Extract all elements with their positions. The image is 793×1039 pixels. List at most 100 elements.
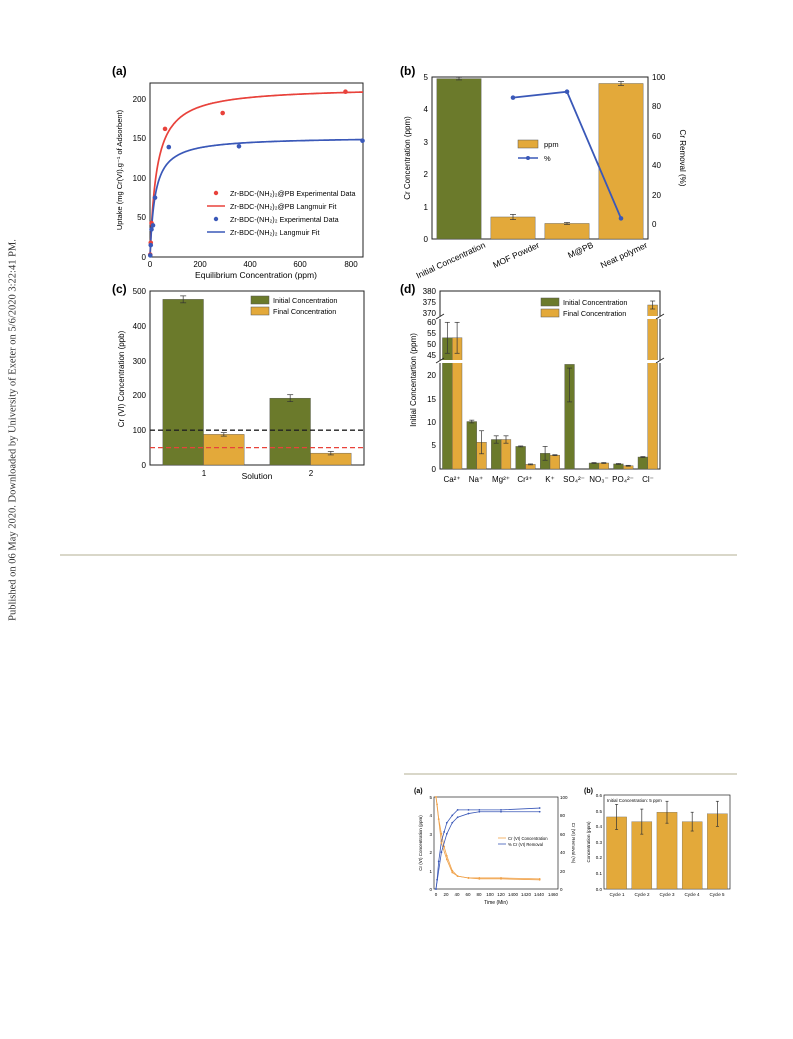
y-axis-label: Cr (VI) Concentration (ppb) — [117, 330, 126, 427]
y-tick-label: 370 — [423, 309, 437, 318]
y-tick-label: 50 — [137, 213, 146, 222]
data-point — [220, 110, 225, 116]
kinetics-point — [451, 814, 454, 817]
data-point — [162, 126, 168, 132]
kinetics-point — [451, 871, 454, 874]
bar — [564, 364, 575, 470]
kinetics-point — [445, 858, 448, 861]
y-tick-label: 0 — [424, 235, 429, 244]
kinetics-point — [440, 832, 443, 835]
legend: Initial Concentration Final Concentratio… — [250, 295, 338, 316]
chart-d-ions: (d) 0 5 10 15 20 45 50 55 60 370 375 380… — [400, 282, 665, 484]
y2-tick-label: 40 — [560, 850, 566, 855]
y-ticks: 0 5 10 15 20 45 50 55 60 370 375 380 — [423, 287, 437, 474]
data-point — [150, 223, 156, 228]
kinetics-point — [467, 812, 470, 815]
x-tick-label: 1460 — [548, 892, 559, 897]
legend-swatch-final — [540, 308, 560, 318]
category-label: Mg²⁺ — [492, 475, 510, 484]
x-tick-label: 2 — [309, 469, 314, 478]
y-tick-label: 5 — [424, 73, 429, 82]
kinetics-point — [435, 796, 437, 798]
legend-swatch-ppm — [517, 139, 539, 149]
legend-label-pb-fit: Zr-BDC-(NH₂)₂@PB Langmuir Fit — [230, 202, 336, 211]
y-ticks: 0 1 2 3 4 5 — [424, 73, 429, 244]
panel-label: (d) — [400, 282, 415, 296]
x-tick-label: 100 — [486, 892, 494, 897]
y-tick-label: 60 — [427, 318, 436, 327]
y-tick-label: 50 — [427, 340, 436, 349]
legend-label-ppm: ppm — [544, 140, 559, 149]
legend-marker-exp — [213, 216, 219, 222]
y-axis-label: Cr (VI) Concentration (ppm) — [418, 815, 423, 871]
axis-break-gap — [434, 360, 662, 363]
chart-small-a-marks — [435, 796, 541, 890]
y-tick-label: 5 — [429, 795, 432, 800]
y-tick-label: 0.6 — [596, 793, 603, 798]
chart-b-marks — [436, 76, 644, 240]
y-tick-label: 0.3 — [596, 840, 603, 845]
x-tick-label: 1400 — [508, 892, 519, 897]
x-tick-label: 200 — [193, 260, 207, 269]
bar — [490, 216, 536, 240]
kinetics-point — [456, 875, 459, 878]
axis-break-gap — [434, 316, 662, 319]
legend-label-initial: Initial Concentration — [563, 298, 628, 307]
y-axis-label: Concentration (ppm) — [586, 821, 591, 863]
axis-break-slash — [435, 313, 445, 320]
chart-c-solutions: (c) 0 100 200 300 400 500 1 2 Solution C… — [112, 282, 365, 481]
y-tick-label: 2 — [429, 850, 432, 855]
bar — [588, 462, 600, 470]
x-ticks: 0 20 40 60 80 100 120 1400 1420 1440 146… — [435, 892, 559, 897]
category-label: Cr³⁺ — [517, 475, 532, 484]
kinetics-point — [478, 810, 481, 813]
x-category-labels: Cycle 1 Cycle 2 Cycle 3 Cycle 4 Cycle 5 — [609, 892, 725, 897]
removal-point — [510, 95, 516, 100]
bar — [162, 299, 204, 466]
y2-tick-label: 40 — [652, 161, 661, 170]
y2-tick-label: 80 — [560, 813, 566, 818]
chart-c-marks — [150, 295, 364, 466]
y-tick-label: 3 — [429, 832, 432, 837]
y-ticks: 0 100 200 300 400 500 — [133, 287, 147, 470]
x-tick-label: 120 — [497, 892, 505, 897]
bar — [442, 337, 453, 470]
bar — [647, 304, 658, 470]
kinetics-point — [445, 821, 448, 824]
y-tick-label: 0 — [429, 887, 432, 892]
y-tick-label: 100 — [133, 426, 147, 435]
category-label: K⁺ — [545, 475, 555, 484]
axis-break-top — [434, 313, 665, 320]
y-tick-label: 1 — [429, 869, 432, 874]
category-label: Initial Concentration — [415, 240, 488, 281]
panel-label: (b) — [584, 788, 593, 795]
x-tick-label: 400 — [243, 260, 257, 269]
kinetics-point — [538, 877, 541, 880]
y-tick-label: 4 — [429, 813, 432, 818]
y2-tick-label: 60 — [560, 832, 566, 837]
chart-b-removal: (b) 0 1 2 3 4 5 0 20 40 60 80 100 Cr Con… — [400, 64, 687, 281]
bar — [598, 462, 609, 470]
kinetics-point — [445, 854, 448, 857]
data-point — [360, 138, 365, 144]
category-label: NO₃⁻ — [589, 475, 608, 484]
data-point — [152, 195, 158, 200]
legend-label-percent: % — [544, 154, 551, 163]
panel-label: (a) — [414, 788, 423, 795]
legend-label-final: Final Concentration — [273, 307, 336, 316]
y-tick-label: 0.2 — [596, 855, 603, 860]
chart-small-b-marks — [606, 800, 728, 890]
y-tick-label: 500 — [133, 287, 147, 296]
y-tick-label: 300 — [133, 357, 147, 366]
chart-d-marks — [442, 300, 658, 470]
category-label: Cl⁻ — [642, 475, 654, 484]
y2-ticks: 0 20 40 60 80 100 — [560, 795, 568, 892]
sidebar-text: Published on 06 May 2020. Downloaded by … — [7, 239, 19, 621]
bar — [656, 812, 678, 890]
langmuir-fit-line — [149, 91, 363, 258]
category-label: Cycle 2 — [634, 892, 650, 897]
legend-swatch-final — [250, 306, 270, 316]
data-point — [147, 253, 153, 258]
kinetics-point — [478, 808, 481, 811]
y2-tick-label: 0 — [652, 220, 657, 229]
